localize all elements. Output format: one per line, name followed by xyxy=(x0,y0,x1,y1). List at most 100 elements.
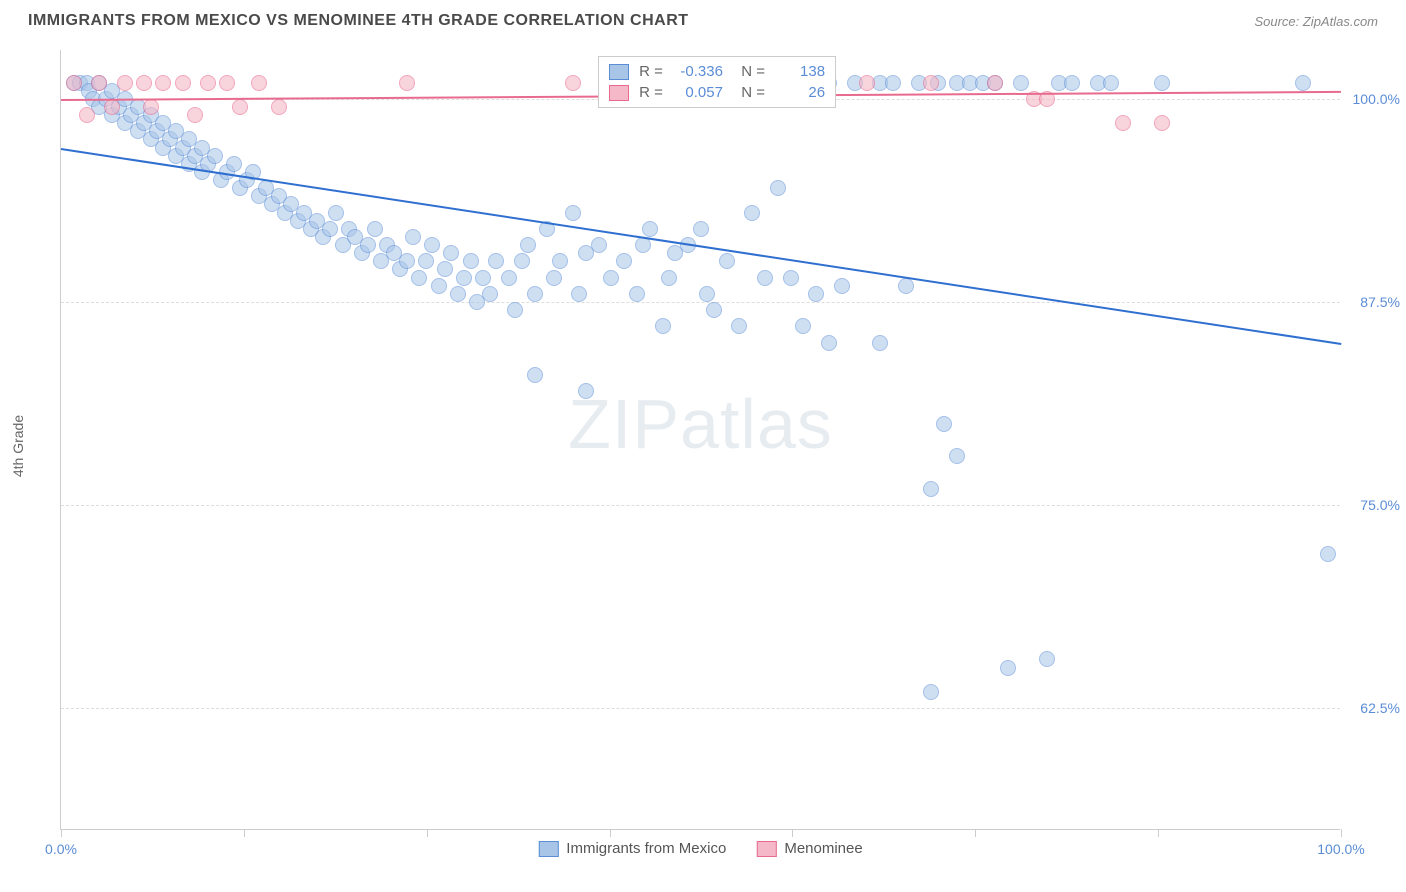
legend-stats-row: R =0.057 N =26 xyxy=(609,82,825,103)
y-tick-label: 87.5% xyxy=(1360,294,1400,310)
data-point xyxy=(367,221,383,237)
data-point xyxy=(1013,75,1029,91)
data-point xyxy=(424,237,440,253)
data-point xyxy=(104,99,120,115)
data-point xyxy=(923,75,939,91)
data-point xyxy=(418,253,434,269)
legend-bottom: Immigrants from Mexico Menominee xyxy=(538,840,862,857)
data-point xyxy=(655,318,671,334)
data-point xyxy=(143,99,159,115)
x-tick xyxy=(427,829,428,837)
legend-item: Immigrants from Mexico xyxy=(538,840,726,857)
data-point xyxy=(411,270,427,286)
data-point xyxy=(1154,75,1170,91)
data-point xyxy=(552,253,568,269)
n-label: N = xyxy=(733,63,765,80)
data-point xyxy=(693,221,709,237)
legend-swatch xyxy=(756,841,776,857)
data-point xyxy=(859,75,875,91)
data-point xyxy=(66,75,82,91)
gridline xyxy=(61,708,1340,709)
n-value: 138 xyxy=(775,63,825,80)
data-point xyxy=(923,684,939,700)
data-point xyxy=(450,286,466,302)
data-point xyxy=(443,245,459,261)
x-tick-label: 100.0% xyxy=(1317,841,1364,857)
data-point xyxy=(923,481,939,497)
n-label: N = xyxy=(733,84,765,101)
x-tick-label: 0.0% xyxy=(45,841,77,857)
data-point xyxy=(226,156,242,172)
chart-source: Source: ZipAtlas.com xyxy=(1254,14,1378,29)
data-point xyxy=(699,286,715,302)
data-point xyxy=(91,75,107,91)
data-point xyxy=(527,286,543,302)
data-point xyxy=(949,448,965,464)
x-tick xyxy=(61,829,62,837)
x-tick xyxy=(1158,829,1159,837)
data-point xyxy=(1039,651,1055,667)
data-point xyxy=(475,270,491,286)
data-point xyxy=(482,286,498,302)
x-tick xyxy=(975,829,976,837)
data-point xyxy=(591,237,607,253)
data-point xyxy=(795,318,811,334)
legend-stats-row: R =-0.336 N =138 xyxy=(609,61,825,82)
data-point xyxy=(885,75,901,91)
data-point xyxy=(706,302,722,318)
data-point xyxy=(1115,115,1131,131)
legend-swatch xyxy=(538,841,558,857)
legend-stats-box: R =-0.336 N =138R =0.057 N =26 xyxy=(598,56,836,108)
y-axis-label: 4th Grade xyxy=(10,415,26,477)
data-point xyxy=(616,253,632,269)
data-point xyxy=(1320,546,1336,562)
data-point xyxy=(322,221,338,237)
data-point xyxy=(463,253,479,269)
data-point xyxy=(187,107,203,123)
data-point xyxy=(399,253,415,269)
data-point xyxy=(757,270,773,286)
data-point xyxy=(629,286,645,302)
data-point xyxy=(744,205,760,221)
x-tick xyxy=(244,829,245,837)
data-point xyxy=(155,75,171,91)
trendline xyxy=(61,148,1341,345)
y-tick-label: 75.0% xyxy=(1360,497,1400,513)
data-point xyxy=(527,367,543,383)
data-point xyxy=(207,148,223,164)
x-tick xyxy=(792,829,793,837)
data-point xyxy=(501,270,517,286)
data-point xyxy=(437,261,453,277)
data-point xyxy=(1295,75,1311,91)
legend-label: Immigrants from Mexico xyxy=(566,840,726,857)
watermark: ZIPatlas xyxy=(568,384,833,464)
x-tick xyxy=(610,829,611,837)
legend-swatch xyxy=(609,64,629,80)
legend-swatch xyxy=(609,85,629,101)
data-point xyxy=(719,253,735,269)
legend-label: Menominee xyxy=(784,840,862,857)
data-point xyxy=(399,75,415,91)
chart-title: IMMIGRANTS FROM MEXICO VS MENOMINEE 4TH … xyxy=(28,12,689,30)
y-tick-label: 62.5% xyxy=(1360,700,1400,716)
data-point xyxy=(456,270,472,286)
data-point xyxy=(578,383,594,399)
data-point xyxy=(808,286,824,302)
data-point xyxy=(834,278,850,294)
data-point xyxy=(251,75,267,91)
r-label: R = xyxy=(639,63,663,80)
data-point xyxy=(360,237,376,253)
data-point xyxy=(1000,660,1016,676)
r-value: 0.057 xyxy=(673,84,723,101)
data-point xyxy=(546,270,562,286)
data-point xyxy=(661,270,677,286)
r-label: R = xyxy=(639,84,663,101)
data-point xyxy=(219,75,235,91)
gridline xyxy=(61,302,1340,303)
data-point xyxy=(872,335,888,351)
data-point xyxy=(898,278,914,294)
data-point xyxy=(431,278,447,294)
data-point xyxy=(783,270,799,286)
data-point xyxy=(770,180,786,196)
y-tick-label: 100.0% xyxy=(1353,91,1400,107)
